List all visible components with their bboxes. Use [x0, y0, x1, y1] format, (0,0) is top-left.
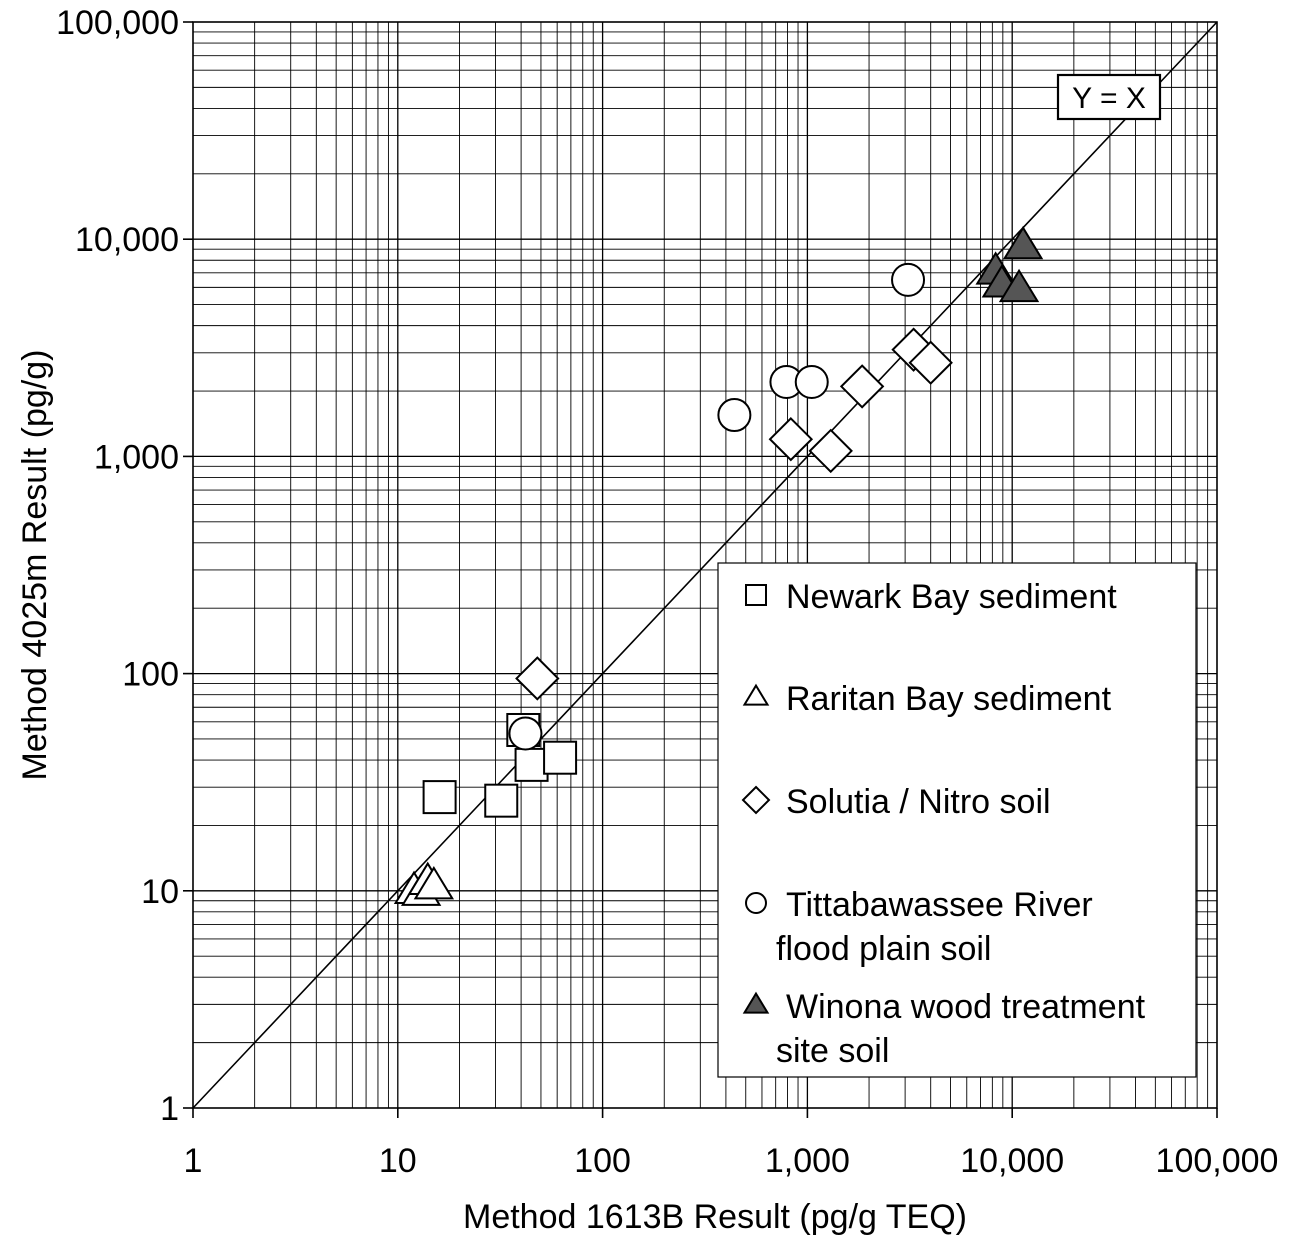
y-tick-label: 10: [141, 873, 179, 911]
triangle-data-point: [998, 268, 1040, 303]
y-tick-label: 100: [122, 656, 179, 694]
diamond-data-point: [839, 364, 885, 409]
legend-item-4: Winona wood treatment site soil: [742, 988, 1146, 1070]
triangle-data-point: [1002, 225, 1044, 260]
diamond-data-point: [908, 340, 953, 385]
x-axis-title: Method 1613B Result (pg/g TEQ): [463, 1198, 967, 1236]
circle-data-point: [717, 398, 752, 433]
legend-label: Newark Bay sediment: [786, 578, 1117, 616]
diamond-data-point: [808, 428, 853, 474]
legend-label: Tittabawassee River: [786, 886, 1093, 924]
legend-label: Raritan Bay sediment: [786, 680, 1112, 718]
x-tick-label: 10,000: [960, 1142, 1064, 1180]
y-tick-label: 10,000: [75, 221, 179, 259]
circle-data-point: [508, 716, 543, 751]
series-0-markers: [422, 712, 578, 818]
series-2-markers: [515, 327, 953, 701]
legend-label: site soil: [776, 1032, 889, 1070]
triangle-data-point: [413, 866, 455, 900]
square-data-point: [422, 780, 457, 815]
legend-square-swatch: [745, 584, 767, 606]
legend-item-3: Tittabawassee River flood plain soil: [745, 886, 1093, 968]
circle-data-point: [794, 365, 829, 400]
x-tick-label: 100,000: [1156, 1142, 1279, 1180]
diamond-data-point: [768, 416, 814, 462]
axis-ticks: 1 10 100 1,000 10,000 100,000 1 10 100 1,000 10,00…: [56, 4, 1278, 1180]
legend-item-2: Solutia / Nitro soil: [741, 783, 1051, 821]
x-tick-label: 1,000: [765, 1142, 850, 1180]
reference-line-label: Y = X: [1072, 82, 1146, 115]
legend-label: Solutia / Nitro soil: [786, 783, 1051, 821]
legend-triangle-swatch: [742, 683, 770, 706]
y-tick-label: 1,000: [94, 438, 179, 476]
plot-area-frame: [192, 21, 1218, 1109]
series-4-markers: [975, 225, 1044, 303]
series-3-markers: [508, 262, 926, 751]
legend-box: [717, 562, 1197, 1078]
y-axis-title: Method 4025m Result (pg/g): [16, 350, 54, 781]
legend: Newark Bay sediment Raritan Bay sediment S…: [717, 562, 1197, 1078]
y-tick-label: 100,000: [56, 4, 179, 42]
legend-triangle-swatch: [742, 991, 770, 1014]
circle-data-point: [891, 262, 926, 297]
legend-label: flood plain soil: [776, 930, 991, 968]
series-1-markers: [393, 861, 455, 906]
x-tick-label: 10: [379, 1142, 417, 1180]
x-tick-label: 100: [574, 1142, 631, 1180]
reference-line-label-box: Y = X: [1056, 73, 1162, 121]
square-data-point: [514, 747, 549, 782]
legend-item-1: Raritan Bay sediment: [742, 680, 1112, 718]
square-data-point: [543, 740, 578, 775]
diamond-data-point: [515, 656, 560, 701]
data-markers: [393, 225, 1044, 906]
legend-circle-swatch: [745, 892, 767, 914]
square-data-point: [484, 783, 519, 818]
legend-diamond-swatch: [741, 785, 771, 815]
legend-item-0: Newark Bay sediment: [745, 578, 1117, 616]
reference-line-y-equals-x: [192, 21, 1218, 1109]
y-tick-label: 1: [160, 1090, 179, 1128]
reference-line-group: [192, 21, 1218, 1109]
legend-label: Winona wood treatment: [786, 988, 1146, 1026]
x-tick-label: 1: [184, 1142, 203, 1180]
